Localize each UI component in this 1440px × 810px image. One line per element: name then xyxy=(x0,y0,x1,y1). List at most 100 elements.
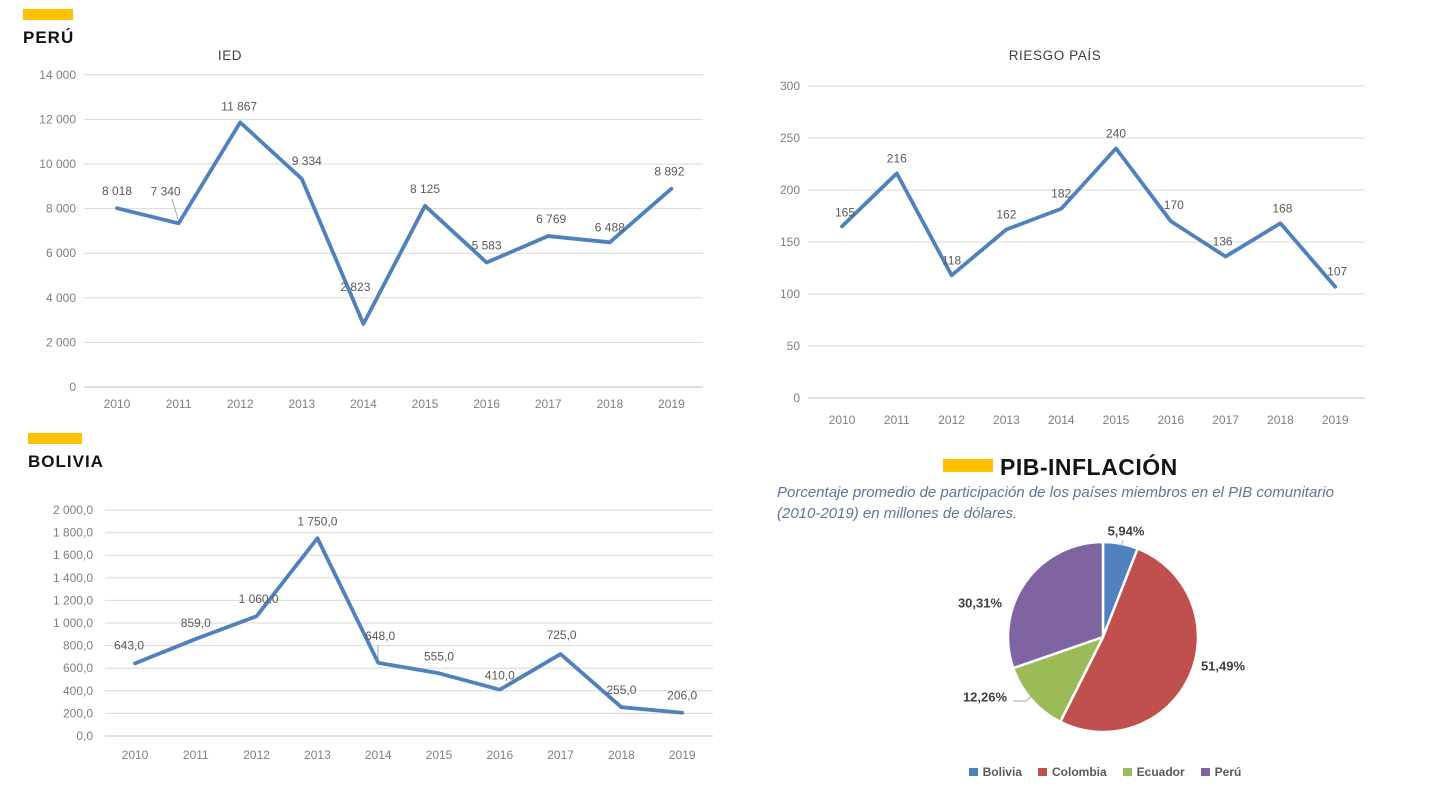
y-axis-tick-label: 100 xyxy=(780,287,800,301)
peru-heading: PERÚ xyxy=(23,28,75,47)
data-label: 136 xyxy=(1213,235,1233,249)
x-axis-tick-label: 2019 xyxy=(1322,413,1349,427)
x-axis-tick-label: 2015 xyxy=(426,748,453,762)
pib-pie-chart: 5,94% 51,49% 12,26% 30,31% xyxy=(958,524,1246,734)
pie-legend: Bolivia Colombia Ecuador Perú xyxy=(945,765,1265,779)
y-axis-tick-label: 1 800,0 xyxy=(53,526,93,540)
x-axis-tick-label: 2011 xyxy=(183,748,209,762)
y-axis-tick-label: 6 000 xyxy=(46,246,76,260)
data-label: 255,0 xyxy=(606,683,636,697)
y-axis-tick-label: 300 xyxy=(780,79,800,93)
pie-slice-colombia xyxy=(1058,547,1200,734)
x-axis-tick-label: 2010 xyxy=(829,413,856,427)
x-axis-tick-label: 2016 xyxy=(1157,413,1184,427)
x-axis-tick-label: 2018 xyxy=(608,748,635,762)
data-label: 1 750,0 xyxy=(297,514,337,528)
data-label: 1 060,0 xyxy=(239,592,279,606)
x-axis-tick-label: 2018 xyxy=(596,397,623,411)
data-label: 162 xyxy=(996,208,1016,222)
y-axis-tick-label: 2 000,0 xyxy=(53,503,93,517)
x-axis-tick-label: 2010 xyxy=(104,397,131,411)
data-label: 643,0 xyxy=(114,638,144,652)
pib-accent-bar xyxy=(943,459,993,472)
x-axis-tick-label: 2013 xyxy=(304,748,331,762)
x-axis-tick-label: 2017 xyxy=(535,397,562,411)
data-label: 206,0 xyxy=(667,689,697,703)
data-label: 8 892 xyxy=(654,165,684,179)
data-label: 118 xyxy=(942,253,961,267)
data-label: 170 xyxy=(1164,198,1184,212)
peru-legend-label: Perú xyxy=(1214,765,1242,779)
data-label: 6 769 xyxy=(536,212,566,226)
y-axis-tick-label: 50 xyxy=(787,339,801,353)
pie-data-label: 5,94% xyxy=(1108,524,1145,539)
x-axis-tick-label: 2011 xyxy=(884,413,910,427)
x-axis-tick-label: 2015 xyxy=(1103,413,1130,427)
pie-data-label: 30,31% xyxy=(958,596,1003,611)
x-axis-tick-label: 2013 xyxy=(993,413,1020,427)
y-axis-tick-label: 10 000 xyxy=(39,157,76,171)
x-axis-tick-label: 2015 xyxy=(412,397,439,411)
pib-heading: PIB-INFLACIÓN xyxy=(1000,454,1178,480)
legend-item-ecuador: Ecuador xyxy=(1122,765,1185,779)
peru-accent-bar xyxy=(23,9,73,20)
colombia-legend-marker xyxy=(1037,768,1047,776)
y-axis-tick-label: 1 000,0 xyxy=(53,616,93,630)
x-axis-tick-label: 2019 xyxy=(658,397,685,411)
y-axis-tick-label: 1 600,0 xyxy=(53,548,93,562)
data-label: 9 334 xyxy=(292,154,322,168)
label-leader-line xyxy=(171,198,179,220)
y-axis-tick-label: 14 000 xyxy=(39,68,76,82)
data-label: 216 xyxy=(887,151,907,165)
ecuador-legend-label: Ecuador xyxy=(1136,765,1185,779)
legend-item-bolivia: Bolivia xyxy=(968,765,1022,779)
pie-slice-ecuador xyxy=(1011,635,1105,724)
y-axis-tick-label: 1 200,0 xyxy=(53,593,93,607)
line-series xyxy=(133,536,685,715)
x-axis-tick-label: 2017 xyxy=(547,748,574,762)
data-label: 555,0 xyxy=(424,649,454,663)
x-axis-tick-label: 2016 xyxy=(473,397,500,411)
data-label: 182 xyxy=(1051,187,1071,201)
x-axis-tick-label: 2014 xyxy=(365,748,392,762)
data-label: 5 583 xyxy=(472,238,502,252)
y-axis-tick-label: 4 000 xyxy=(46,291,76,305)
y-axis-tick-label: 2 000 xyxy=(46,335,76,349)
pie-data-label: 51,49% xyxy=(1201,659,1246,674)
y-axis-tick-label: 150 xyxy=(780,235,800,249)
data-label: 11 867 xyxy=(221,99,257,113)
bolivia-heading: BOLIVIA xyxy=(28,452,104,471)
data-label: 8 125 xyxy=(410,182,440,196)
y-axis-tick-label: 12 000 xyxy=(39,112,76,126)
data-label: 8 018 xyxy=(102,184,132,198)
pib-subtitle: Porcentaje promedio de participación de … xyxy=(777,484,1334,522)
bolivia-legend-label: Bolivia xyxy=(982,765,1022,779)
peru-legend-marker xyxy=(1200,768,1210,776)
data-label: 2 823 xyxy=(340,280,370,294)
bolivia-accent-bar xyxy=(28,433,82,444)
data-label: 240 xyxy=(1106,126,1126,140)
x-axis-tick-label: 2018 xyxy=(1267,413,1294,427)
x-axis-tick-label: 2010 xyxy=(122,748,149,762)
x-axis-tick-label: 2012 xyxy=(227,397,254,411)
x-axis-tick-label: 2011 xyxy=(166,397,192,411)
x-axis-tick-label: 2012 xyxy=(938,413,965,427)
y-axis-tick-label: 600,0 xyxy=(63,661,93,675)
legend-item-peru: Perú xyxy=(1200,765,1242,779)
ecuador-legend-marker xyxy=(1122,768,1132,776)
x-axis-tick-label: 2016 xyxy=(486,748,513,762)
y-axis-tick-label: 250 xyxy=(780,131,800,145)
data-label: 648,0 xyxy=(365,629,395,643)
y-axis-tick-label: 200 xyxy=(780,183,800,197)
y-axis-tick-label: 400,0 xyxy=(63,684,93,698)
bolivia-ied-chart: 0,0 200,0 400,0 600,0 800,0 1 000,0 1 200,0 1 4… xyxy=(53,503,713,762)
data-label: 6 488 xyxy=(595,220,625,234)
ied-chart-title: IED xyxy=(217,48,243,63)
data-label: 165 xyxy=(835,205,855,219)
y-axis-tick-label: 0 xyxy=(69,380,76,394)
pie-slice-per xyxy=(1006,540,1105,670)
y-axis-tick-label: 800,0 xyxy=(63,639,93,653)
data-label: 725,0 xyxy=(547,628,577,642)
y-axis-tick-label: 1 400,0 xyxy=(53,571,93,585)
